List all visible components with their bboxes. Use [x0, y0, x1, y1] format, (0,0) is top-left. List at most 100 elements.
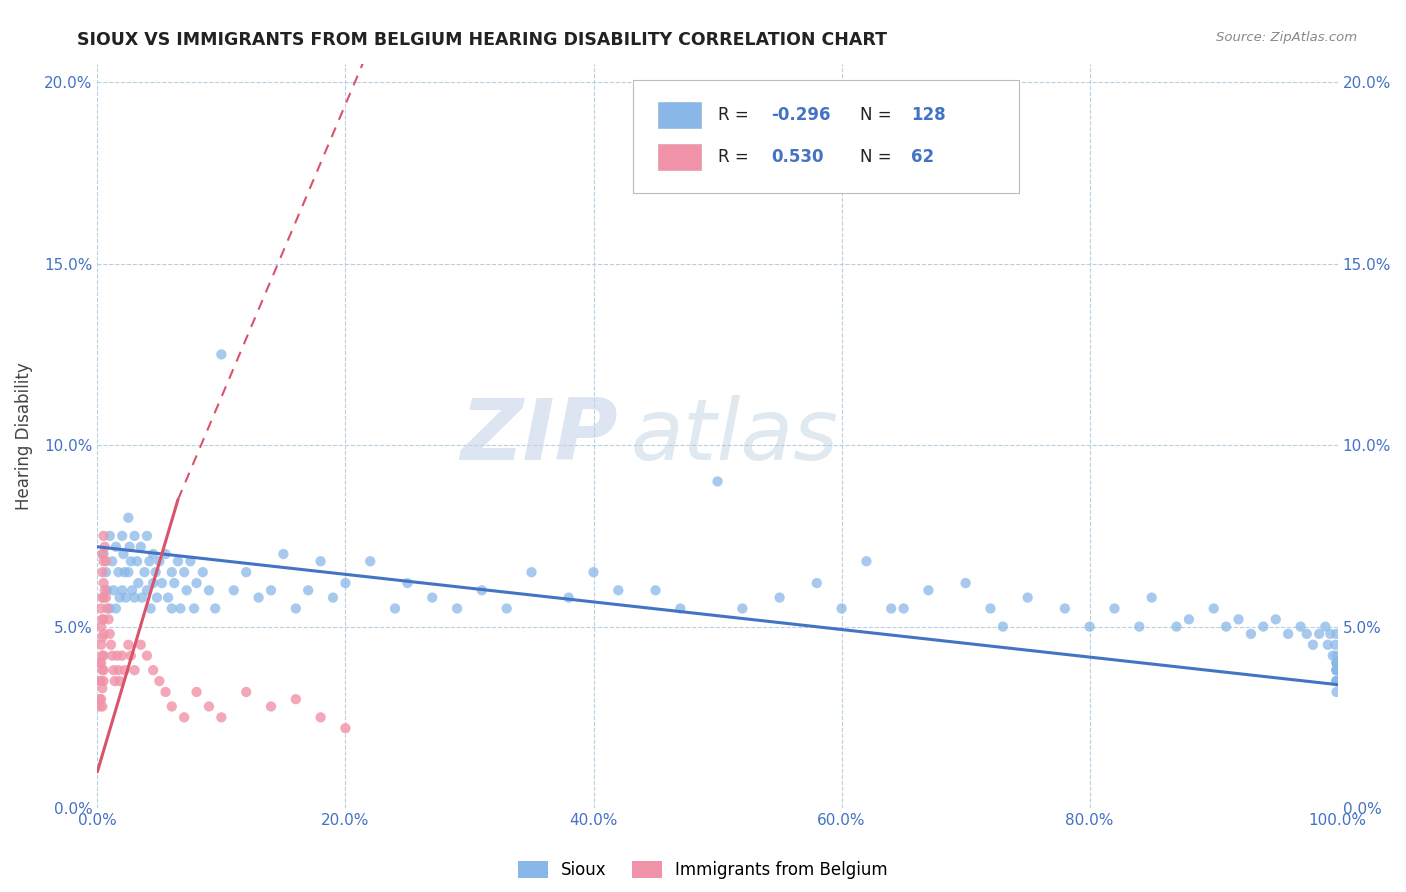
- Point: [108, 674, 131, 689]
- Point: [607, 583, 630, 598]
- Point: [114, 565, 136, 579]
- Point: [124, 663, 146, 677]
- Point: [136, 648, 159, 663]
- Point: [91, 547, 114, 561]
- Point: [284, 601, 307, 615]
- Point: [1277, 627, 1299, 641]
- Point: [145, 565, 167, 579]
- Text: 0.530: 0.530: [770, 148, 824, 166]
- Point: [96, 601, 118, 615]
- Point: [90, 692, 112, 706]
- Point: [104, 540, 127, 554]
- Point: [93, 648, 115, 663]
- Point: [1017, 591, 1039, 605]
- Point: [335, 576, 357, 591]
- Point: [1326, 674, 1348, 689]
- Point: [93, 547, 115, 561]
- Text: 128: 128: [911, 105, 946, 124]
- Point: [93, 674, 115, 689]
- Point: [93, 627, 115, 641]
- Point: [93, 576, 115, 591]
- Point: [142, 547, 165, 561]
- Point: [142, 576, 165, 591]
- Point: [979, 601, 1001, 615]
- Point: [124, 591, 146, 605]
- Point: [94, 565, 117, 579]
- Point: [94, 540, 117, 554]
- Point: [1178, 612, 1201, 626]
- Point: [1264, 612, 1286, 626]
- Point: [129, 540, 152, 554]
- Point: [173, 565, 195, 579]
- Point: [297, 583, 319, 598]
- Point: [706, 475, 728, 489]
- Point: [111, 648, 134, 663]
- Point: [89, 699, 111, 714]
- Point: [111, 529, 134, 543]
- Point: [198, 699, 221, 714]
- Point: [1227, 612, 1250, 626]
- Point: [93, 529, 115, 543]
- Point: [103, 663, 125, 677]
- Point: [1166, 619, 1188, 633]
- Point: [93, 591, 115, 605]
- Point: [1326, 663, 1348, 677]
- Point: [97, 612, 120, 626]
- Point: [1322, 648, 1344, 663]
- Point: [991, 619, 1014, 633]
- Point: [105, 648, 128, 663]
- Point: [114, 663, 136, 677]
- Point: [1326, 656, 1348, 670]
- Text: ZIP: ZIP: [461, 394, 619, 477]
- Point: [880, 601, 903, 615]
- Point: [1053, 601, 1076, 615]
- Point: [120, 648, 142, 663]
- Point: [89, 692, 111, 706]
- Point: [142, 663, 165, 677]
- Point: [471, 583, 494, 598]
- Point: [1326, 648, 1348, 663]
- Point: [173, 710, 195, 724]
- Point: [186, 685, 208, 699]
- Point: [396, 576, 419, 591]
- Point: [1078, 619, 1101, 633]
- Point: [359, 554, 381, 568]
- Point: [322, 591, 344, 605]
- Point: [204, 601, 226, 615]
- Point: [235, 685, 257, 699]
- Point: [273, 547, 295, 561]
- Point: [148, 554, 170, 568]
- Point: [179, 554, 201, 568]
- Point: [136, 529, 159, 543]
- Point: [186, 576, 208, 591]
- Point: [127, 576, 149, 591]
- Point: [284, 692, 307, 706]
- Point: [247, 591, 270, 605]
- Point: [115, 591, 138, 605]
- Point: [309, 554, 332, 568]
- Point: [384, 601, 406, 615]
- Point: [93, 612, 115, 626]
- Point: [104, 601, 127, 615]
- Point: [138, 554, 160, 568]
- Text: R =: R =: [717, 148, 754, 166]
- Text: SIOUX VS IMMIGRANTS FROM BELGIUM HEARING DISABILITY CORRELATION CHART: SIOUX VS IMMIGRANTS FROM BELGIUM HEARING…: [77, 31, 887, 49]
- FancyBboxPatch shape: [633, 80, 1019, 193]
- Point: [91, 681, 114, 696]
- Point: [163, 576, 186, 591]
- Point: [124, 529, 146, 543]
- Point: [191, 565, 214, 579]
- Point: [209, 710, 232, 724]
- Point: [101, 648, 124, 663]
- Text: atlas: atlas: [631, 394, 839, 477]
- Point: [104, 674, 127, 689]
- Point: [1326, 674, 1348, 689]
- FancyBboxPatch shape: [658, 102, 702, 128]
- Point: [125, 554, 148, 568]
- Point: [1253, 619, 1275, 633]
- Point: [112, 547, 135, 561]
- Point: [94, 591, 117, 605]
- Point: [198, 583, 221, 598]
- Point: [107, 663, 129, 677]
- Point: [91, 699, 114, 714]
